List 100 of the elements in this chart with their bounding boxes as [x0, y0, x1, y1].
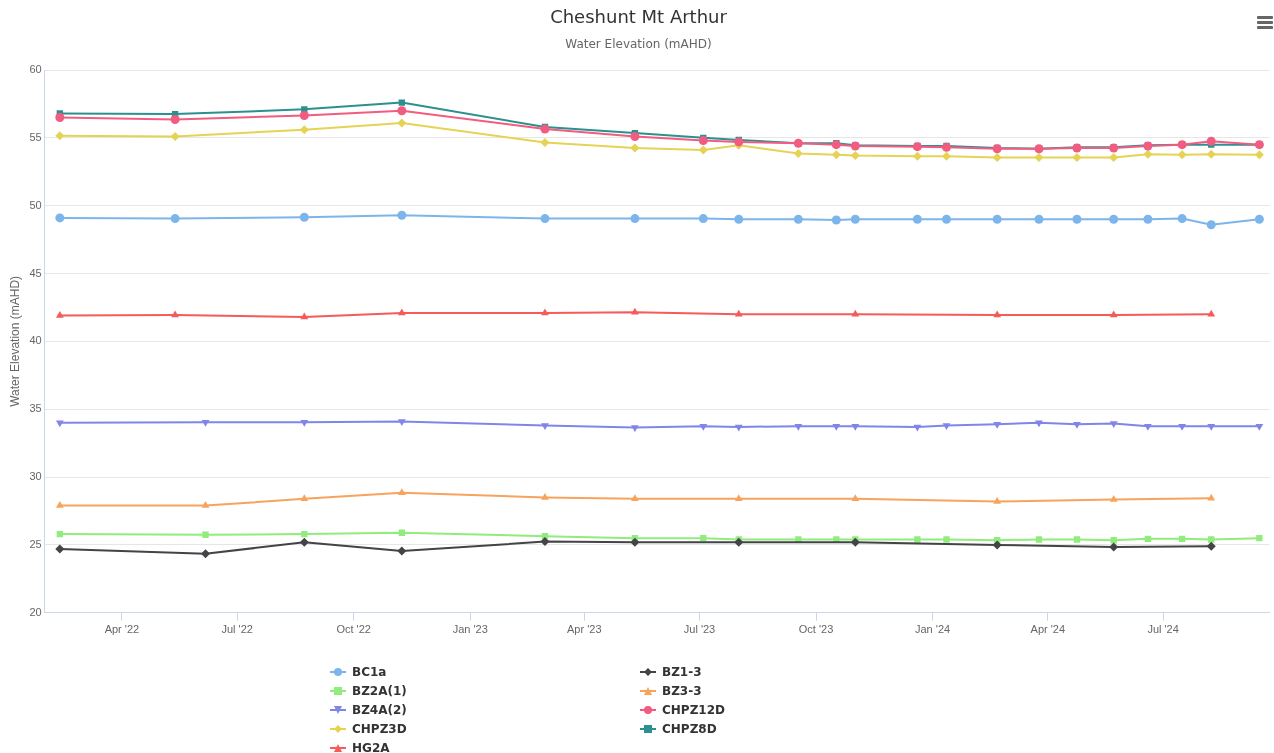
point — [299, 125, 309, 135]
legend-label: BZ1-3 — [662, 665, 702, 679]
point — [1109, 214, 1119, 224]
point — [793, 214, 803, 224]
point — [631, 494, 639, 502]
point — [1109, 421, 1118, 428]
point — [540, 214, 550, 224]
point — [851, 309, 860, 317]
point — [540, 138, 550, 148]
point — [1255, 423, 1264, 431]
point — [1206, 220, 1216, 230]
point — [850, 150, 860, 160]
x-tick-label: Jul '24 — [1147, 623, 1179, 636]
x-tick-label: Apr '24 — [1030, 623, 1066, 636]
point — [1109, 494, 1118, 502]
point — [1254, 214, 1264, 224]
point — [1254, 150, 1264, 160]
point — [55, 544, 65, 554]
point — [1034, 153, 1044, 163]
y-tick-label: 20 — [29, 605, 42, 618]
point — [850, 214, 860, 224]
point — [1034, 214, 1044, 224]
point — [832, 423, 841, 431]
point — [55, 311, 64, 318]
point — [55, 131, 65, 141]
point — [1178, 535, 1186, 543]
y-tick-label: 55 — [29, 130, 42, 143]
point — [1207, 423, 1216, 431]
point — [1072, 153, 1082, 163]
y-tick-label: 25 — [29, 537, 42, 550]
point — [993, 421, 1002, 429]
point — [55, 501, 64, 508]
point — [1206, 541, 1216, 551]
point — [55, 113, 65, 122]
point — [170, 131, 180, 141]
x-tick-label: Apr '22 — [104, 623, 140, 636]
x-tick-label: Oct '22 — [336, 623, 371, 636]
legend-label: CHPZ12D — [662, 703, 726, 717]
point — [851, 494, 860, 502]
point — [1109, 153, 1119, 163]
y-tick-label: 40 — [29, 334, 42, 347]
point — [299, 212, 309, 222]
point — [1073, 536, 1081, 543]
x-tick-label: Jul '23 — [683, 623, 716, 636]
point — [734, 494, 743, 502]
point — [170, 115, 180, 125]
point — [1256, 534, 1263, 542]
chart-subtitle: Water Elevation (mAHD) — [565, 36, 712, 51]
point — [540, 537, 550, 547]
point — [630, 131, 640, 141]
point — [541, 423, 549, 431]
point — [397, 419, 406, 426]
point — [630, 143, 640, 153]
point — [699, 423, 708, 431]
point — [992, 153, 1002, 163]
point — [201, 419, 210, 427]
point — [398, 99, 406, 106]
point — [630, 214, 640, 224]
point — [993, 497, 1002, 504]
legend-label: HG2A — [352, 741, 390, 753]
point — [1206, 149, 1216, 159]
point — [397, 106, 407, 116]
point — [793, 148, 803, 158]
point — [1110, 537, 1117, 544]
point — [300, 419, 309, 427]
point — [831, 215, 841, 225]
point — [734, 537, 744, 547]
point — [851, 423, 860, 431]
point — [698, 145, 708, 155]
point — [734, 309, 743, 317]
point — [1206, 136, 1216, 146]
point — [1177, 214, 1187, 224]
legend-label: BZ4A(2) — [352, 703, 407, 717]
chart-title: Cheshunt Mt Arthur — [550, 6, 728, 28]
point — [942, 214, 951, 224]
point — [1143, 149, 1153, 159]
point — [397, 308, 406, 316]
point — [993, 310, 1002, 318]
y-tick-label: 35 — [29, 402, 42, 415]
point — [1109, 310, 1118, 318]
y-tick-label: 50 — [29, 198, 42, 211]
point — [55, 213, 65, 223]
y-axis-title: Water Elevation (mAHD) — [7, 275, 22, 407]
point — [541, 492, 549, 500]
point — [397, 118, 407, 128]
point — [1035, 536, 1043, 543]
point — [397, 546, 407, 556]
point — [1144, 535, 1152, 543]
x-tick-label: Apr '23 — [566, 623, 602, 636]
point — [541, 308, 549, 316]
point — [942, 423, 951, 431]
point — [1073, 421, 1081, 429]
point — [734, 214, 744, 224]
point — [1178, 423, 1186, 431]
point — [201, 501, 210, 508]
point — [171, 310, 179, 318]
point — [1177, 150, 1187, 160]
point — [299, 110, 309, 120]
point — [1143, 214, 1153, 224]
point — [794, 423, 803, 431]
